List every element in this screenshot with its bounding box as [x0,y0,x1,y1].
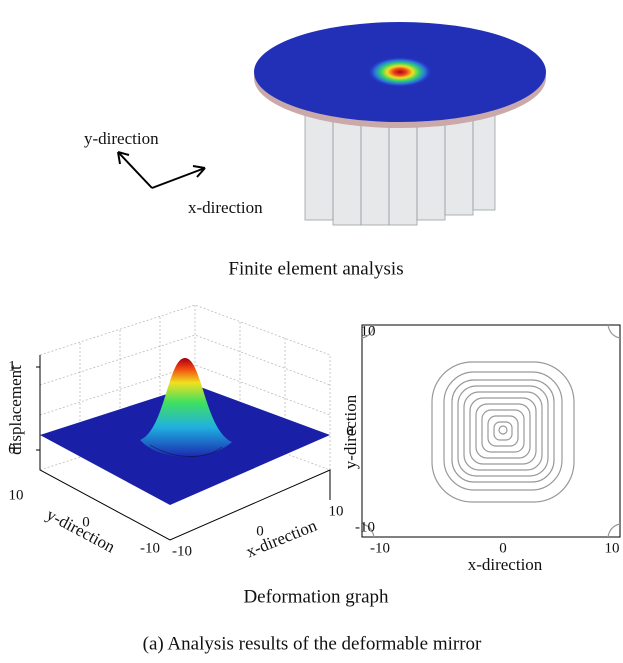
tick-label: 10 [605,540,620,556]
caption: Deformation graph [243,586,389,607]
axis-label: x-direction [468,555,543,574]
tick-label: -10 [140,540,160,556]
surface-plot [36,305,330,540]
tick-label: 0 [8,441,16,457]
direction-arrows [118,152,205,188]
figure-caption: (a) Analysis results of the deformable m… [143,633,482,654]
label: y-direction [84,129,159,148]
fea-model [254,22,546,225]
axis-label: x-direction [243,516,320,562]
caption: Finite element analysis [228,258,403,279]
figure: y-direction x-direction Finite element a… [0,0,623,663]
axis-label: y-direction [341,394,360,469]
label: x-direction [188,198,263,217]
tick-label: 10 [361,323,376,339]
tick-label: 1 [8,358,16,374]
axis-label: y-direction [43,505,118,557]
tick-label: -10 [370,540,390,556]
tick-label: -10 [172,543,192,559]
tick-label: 10 [329,503,344,519]
contour-plot [362,325,620,537]
tick-label: -10 [355,519,375,535]
tick-label: 10 [9,487,24,503]
